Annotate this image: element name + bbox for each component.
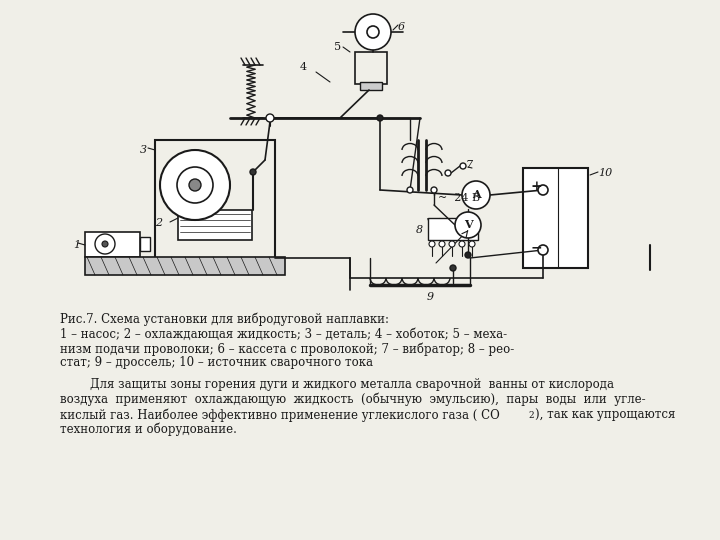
Text: кислый газ. Наиболее эффективно применение углекислого газа ( CO: кислый газ. Наиболее эффективно применен… xyxy=(60,408,500,422)
Circle shape xyxy=(355,14,391,50)
Circle shape xyxy=(367,26,379,38)
Text: A: A xyxy=(472,190,480,200)
Circle shape xyxy=(538,185,548,195)
Text: ), так как упрощаются: ), так как упрощаются xyxy=(535,408,675,421)
Text: воздуха  применяют  охлаждающую  жидкость  (обычную  эмульсию),  пары  воды  или: воздуха применяют охлаждающую жидкость (… xyxy=(60,393,646,407)
Text: −: − xyxy=(531,240,543,254)
Circle shape xyxy=(460,163,466,169)
Circle shape xyxy=(102,241,108,247)
Circle shape xyxy=(445,170,451,176)
Circle shape xyxy=(250,169,256,175)
Circle shape xyxy=(439,241,445,247)
Circle shape xyxy=(465,252,471,258)
Bar xyxy=(85,232,140,257)
Bar xyxy=(155,140,275,260)
Circle shape xyxy=(407,187,413,193)
Circle shape xyxy=(377,115,383,121)
Text: 6: 6 xyxy=(398,22,405,32)
Text: ~  24 В: ~ 24 В xyxy=(438,193,480,203)
Circle shape xyxy=(449,241,455,247)
Circle shape xyxy=(160,150,230,220)
Text: 1: 1 xyxy=(73,240,80,250)
Text: технология и оборудование.: технология и оборудование. xyxy=(60,423,237,436)
Circle shape xyxy=(538,245,548,255)
Text: V: V xyxy=(464,219,472,231)
Text: 8: 8 xyxy=(416,225,423,235)
Circle shape xyxy=(462,181,490,209)
Bar xyxy=(355,52,387,84)
Circle shape xyxy=(455,212,481,238)
Circle shape xyxy=(469,241,475,247)
Text: 5: 5 xyxy=(334,42,341,52)
Circle shape xyxy=(266,114,274,122)
Text: +: + xyxy=(531,180,543,194)
Text: стат; 9 – дроссель; 10 – источник сварочного тока: стат; 9 – дроссель; 10 – источник свароч… xyxy=(60,356,373,369)
Circle shape xyxy=(429,241,435,247)
Bar xyxy=(360,82,382,90)
Text: низм подачи проволоки; 6 – кассета с проволокой; 7 – вибратор; 8 – рео-: низм подачи проволоки; 6 – кассета с про… xyxy=(60,342,514,355)
Text: 7: 7 xyxy=(466,160,473,170)
Text: 9: 9 xyxy=(426,292,433,302)
Text: 10: 10 xyxy=(598,168,612,178)
Bar xyxy=(85,257,285,275)
Bar xyxy=(15,302,705,530)
Text: 2: 2 xyxy=(155,218,162,228)
Circle shape xyxy=(95,234,115,254)
Text: 1 – насос; 2 – охлаждающая жидкость; 3 – деталь; 4 – хоботок; 5 – меха-: 1 – насос; 2 – охлаждающая жидкость; 3 –… xyxy=(60,328,507,341)
Bar xyxy=(428,218,478,240)
Circle shape xyxy=(459,241,465,247)
Circle shape xyxy=(450,265,456,271)
Circle shape xyxy=(189,179,201,191)
Circle shape xyxy=(431,187,437,193)
Text: Рис.7. Схема установки для вибродуговой наплавки:: Рис.7. Схема установки для вибродуговой … xyxy=(60,312,389,326)
Text: 3: 3 xyxy=(140,145,147,155)
Bar xyxy=(140,237,150,251)
Text: 2: 2 xyxy=(528,411,534,420)
Bar xyxy=(523,168,588,268)
Text: 4: 4 xyxy=(300,62,307,72)
Bar xyxy=(178,210,252,240)
Circle shape xyxy=(177,167,213,203)
Text: Для защиты зоны горения дуги и жидкого металла сварочной  ванны от кислорода: Для защиты зоны горения дуги и жидкого м… xyxy=(60,378,614,391)
